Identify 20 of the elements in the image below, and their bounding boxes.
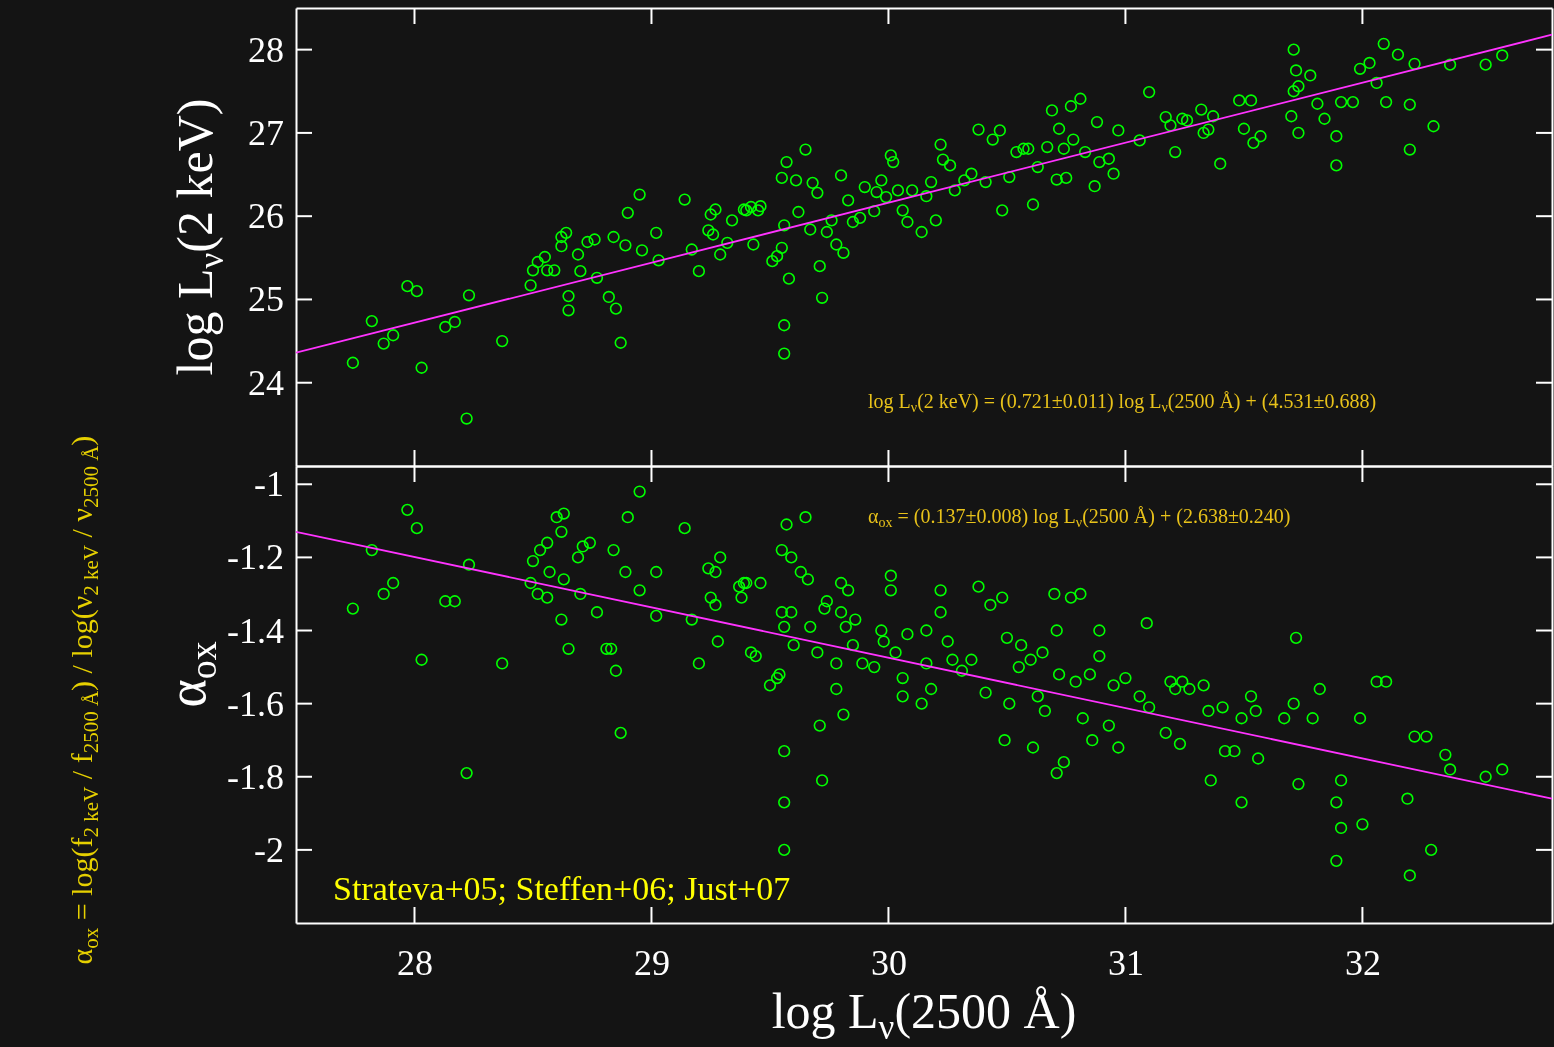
y-tick-label: -1.2 bbox=[227, 537, 284, 578]
y-tick-label: -1.8 bbox=[227, 756, 284, 797]
annotation: log L$_{ν}$(2 keV) = (0.721±0.011) log L$_{ν}$(2500 Å) + (4.531±0.688) bbox=[868, 390, 1377, 416]
y-tick-label: -2 bbox=[254, 829, 284, 870]
x-tick-label: 30 bbox=[870, 942, 907, 983]
y-tick-label: 25 bbox=[248, 279, 284, 320]
y-tick-label: -1.4 bbox=[227, 610, 284, 651]
x-tick-label: 31 bbox=[1107, 942, 1144, 983]
y-tick-label: 27 bbox=[248, 112, 284, 153]
y-tick-label: -1 bbox=[254, 464, 284, 505]
y-tick-label: 24 bbox=[248, 362, 284, 403]
x-axis-title: log L$_{ν}$(2500 Å) bbox=[771, 983, 1077, 1047]
y-tick-label: 26 bbox=[248, 196, 284, 237]
annotation: α$_{ox}$ = (0.137±0.008) log L$_{ν}$(2500 Å) + (2.638±0.240) bbox=[868, 505, 1291, 531]
x-tick-label: 29 bbox=[633, 942, 670, 983]
y-tick-label: -1.6 bbox=[227, 683, 284, 724]
x-tick-label: 28 bbox=[396, 942, 433, 983]
annotation: Strateva+05; Steffen+06; Just+07 bbox=[333, 870, 791, 907]
x-tick-label: 32 bbox=[1344, 942, 1381, 983]
y-tick-label: 28 bbox=[248, 29, 284, 70]
